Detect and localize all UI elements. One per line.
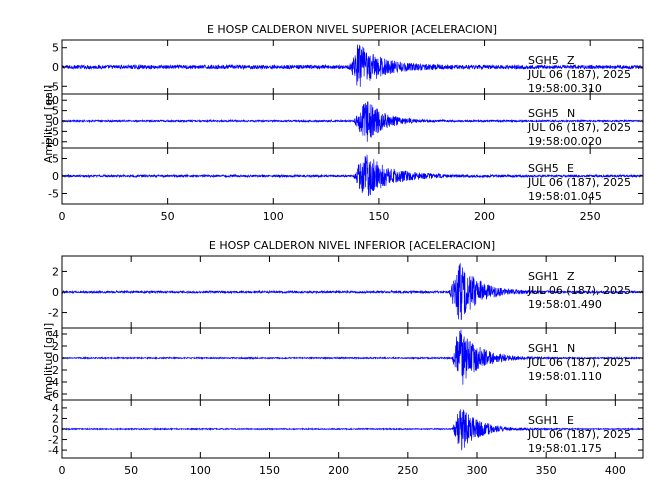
panel-date-label: JUL 06 (187), 2025 [527,428,631,441]
x-tick-label: 300 [467,464,488,477]
x-tick-label: 200 [328,464,349,477]
x-tick-label: 150 [368,210,389,223]
y-tick-label: 5 [52,42,59,55]
panel-date-label: JUL 06 (187), 2025 [527,284,631,297]
y-tick-label: 5 [52,105,59,118]
y-tick-label: 0 [52,423,59,436]
x-tick-label: 0 [59,464,66,477]
y-tick-label: 5 [52,153,59,166]
y-tick-label: -5 [48,80,59,93]
x-tick-label: 250 [580,210,601,223]
waveform-line [61,263,644,321]
x-tick-label: 150 [259,464,280,477]
panel-time-label: 19:58:01.045 [528,190,602,203]
panel-station-label: SGH5 [528,162,559,175]
panel-time-label: 19:58:01.110 [528,370,602,383]
panel-annotations: SGH1 Z JUL 06 (187), 2025 19:58:01.490 S… [527,270,631,455]
y-tick-label: -5 [48,188,59,201]
y-tick-label: 0 [52,170,59,183]
panel-station-label: SGH5 [528,107,559,120]
chart-inferior: E HOSP CALDERON NIVEL INFERIOR [ACELERAC… [42,239,644,477]
chart-title: E HOSP CALDERON NIVEL SUPERIOR [ACELERAC… [207,23,497,36]
y-tick-label: -2 [48,364,59,377]
panel-component-label: N [567,342,575,355]
panel-time-label: 19:58:01.490 [528,298,602,311]
y-tick-label: 4 [52,402,59,415]
y-tick-label: 2 [52,412,59,425]
y-axis-label: Amplitud [gal] [42,323,55,401]
x-tick-label: 250 [397,464,418,477]
panel-date-label: JUL 06 (187), 2025 [527,68,631,81]
x-tick-label: 200 [474,210,495,223]
y-tick-label: -2 [48,434,59,447]
panel-component-label: E [567,162,574,175]
waveform-line [61,329,644,385]
panel-annotations: SGH5 Z JUL 06 (187), 2025 19:58:00.310 S… [527,54,631,203]
chart-superior: E HOSP CALDERON NIVEL SUPERIOR [ACELERAC… [41,23,644,223]
panel-station-label: SGH1 [528,270,559,283]
panel-time-label: 19:58:00.020 [528,135,602,148]
y-tick-label: 0 [52,286,59,299]
panel-date-label: JUL 06 (187), 2025 [527,176,631,189]
panel-component-label: Z [567,270,575,283]
y-axis-label: Amplitud [gal] [42,85,55,163]
x-tick-label: 350 [536,464,557,477]
y-tick-label: -2 [48,307,59,320]
y-tick-label: 0 [52,61,59,74]
y-tick-label: -4 [48,376,59,389]
panel-station-label: SGH5 [528,54,559,67]
x-tick-label: 400 [605,464,626,477]
waveform-line [61,409,644,451]
chart-title: E HOSP CALDERON NIVEL INFERIOR [ACELERAC… [209,239,495,252]
panel-date-label: JUL 06 (187), 2025 [527,121,631,134]
y-tick-label: 4 [52,328,59,341]
panel-component-label: E [567,414,574,427]
panel-date-label: JUL 06 (187), 2025 [527,356,631,369]
trace-panel-sgh5-e: -5 0 5 [48,147,644,205]
x-tick-label: 50 [161,210,175,223]
waveform-line [61,101,644,142]
x-tick-label: 100 [263,210,284,223]
y-tick-label: 0 [52,352,59,365]
panel-station-label: SGH1 [528,342,559,355]
x-tick-label: 50 [124,464,138,477]
y-tick-label: -4 [48,444,59,457]
y-tick-label: 2 [52,340,59,353]
y-tick-label: 2 [52,265,59,278]
x-tick-label: 100 [190,464,211,477]
y-tick-label: -10 [41,136,59,149]
y-tick-label: 0 [52,115,59,128]
panel-time-label: 19:58:01.175 [528,442,602,455]
y-tick-label: -6 [48,388,59,401]
waveform-line [61,44,644,87]
panel-station-label: SGH1 [528,414,559,427]
panel-time-label: 19:58:00.310 [528,82,602,95]
panel-component-label: N [567,107,575,120]
x-tick-label: 0 [59,210,66,223]
panel-component-label: Z [567,54,575,67]
y-tick-label: 10 [45,94,59,107]
y-tick-label: -5 [48,125,59,138]
waveform-line [61,154,644,196]
